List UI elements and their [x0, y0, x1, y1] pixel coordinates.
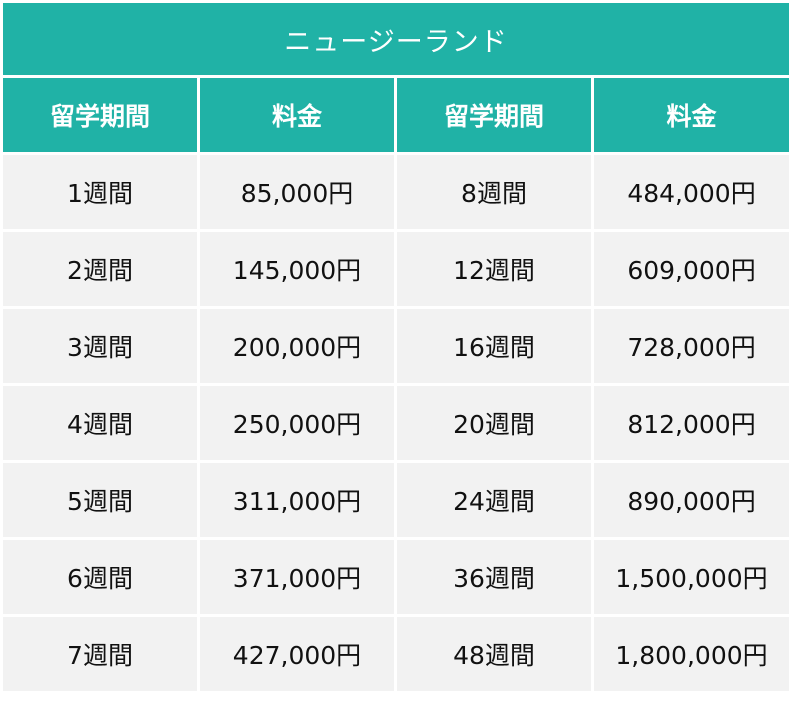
table-row: 6週間 371,000円 36週間 1,500,000円 — [0, 537, 789, 617]
price-cell: 371,000円 — [197, 537, 397, 617]
table-row: 2週間 145,000円 12週間 609,000円 — [0, 229, 789, 309]
duration-cell: 3週間 — [0, 306, 200, 386]
header-row: 留学期間 料金 留学期間 料金 — [0, 75, 789, 155]
duration-cell: 24週間 — [394, 460, 594, 540]
table-title: ニュージーランド — [0, 0, 789, 78]
duration-cell: 2週間 — [0, 229, 200, 309]
price-cell: 728,000円 — [590, 306, 789, 386]
price-cell: 1,800,000円 — [590, 614, 789, 694]
header-duration-left: 留学期間 — [0, 75, 200, 155]
duration-cell: 6週間 — [0, 537, 200, 617]
duration-cell: 48週間 — [394, 614, 594, 694]
price-table: ニュージーランド 留学期間 料金 留学期間 料金 1週間 85,000円 8週間… — [0, 0, 789, 694]
price-cell: 85,000円 — [197, 152, 397, 232]
duration-cell: 7週間 — [0, 614, 200, 694]
duration-cell: 36週間 — [394, 537, 594, 617]
price-cell: 890,000円 — [590, 460, 789, 540]
price-cell: 311,000円 — [197, 460, 397, 540]
price-cell: 200,000円 — [197, 306, 397, 386]
price-cell: 609,000円 — [590, 229, 789, 309]
price-cell: 812,000円 — [590, 383, 789, 463]
price-cell: 145,000円 — [197, 229, 397, 309]
duration-cell: 5週間 — [0, 460, 200, 540]
table-row: 7週間 427,000円 48週間 1,800,000円 — [0, 614, 789, 694]
duration-cell: 1週間 — [0, 152, 200, 232]
duration-cell: 20週間 — [394, 383, 594, 463]
table-row: 5週間 311,000円 24週間 890,000円 — [0, 460, 789, 540]
table-row: 4週間 250,000円 20週間 812,000円 — [0, 383, 789, 463]
duration-cell: 16週間 — [394, 306, 594, 386]
price-cell: 427,000円 — [197, 614, 397, 694]
table-row: 1週間 85,000円 8週間 484,000円 — [0, 152, 789, 232]
header-duration-right: 留学期間 — [394, 75, 594, 155]
header-price-right: 料金 — [590, 75, 789, 155]
header-price-left: 料金 — [197, 75, 397, 155]
price-cell: 484,000円 — [590, 152, 789, 232]
duration-cell: 4週間 — [0, 383, 200, 463]
table-row: 3週間 200,000円 16週間 728,000円 — [0, 306, 789, 386]
title-row: ニュージーランド — [0, 0, 789, 78]
duration-cell: 8週間 — [394, 152, 594, 232]
duration-cell: 12週間 — [394, 229, 594, 309]
price-cell: 250,000円 — [197, 383, 397, 463]
price-cell: 1,500,000円 — [590, 537, 789, 617]
